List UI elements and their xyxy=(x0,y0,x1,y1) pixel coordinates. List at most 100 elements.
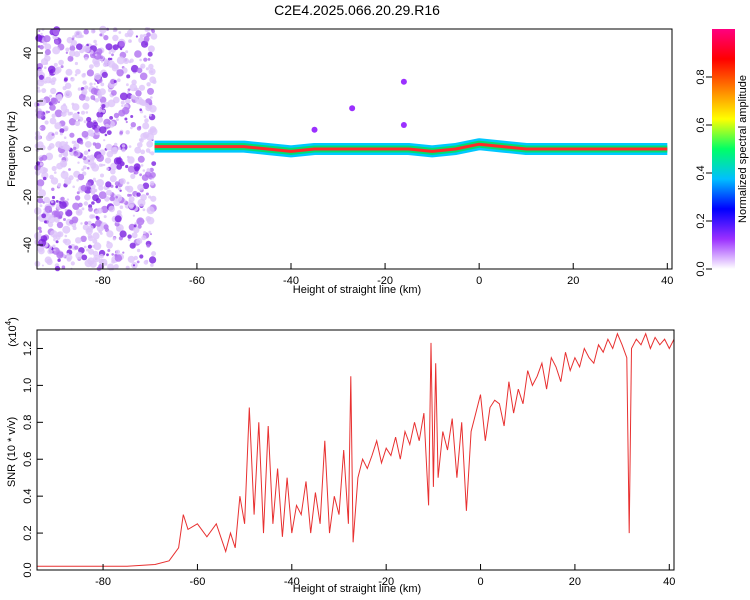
signal-band-core xyxy=(154,142,668,153)
noise-speckle xyxy=(112,237,117,241)
noise-speckle xyxy=(57,231,64,238)
noise-speckle xyxy=(82,102,90,110)
noise-speckle xyxy=(93,39,97,44)
noise-speckle xyxy=(94,127,100,133)
noise-speckle xyxy=(138,125,142,129)
noise-speckle xyxy=(42,176,47,181)
noise-speckle xyxy=(98,191,107,200)
noise-speckle xyxy=(126,155,130,159)
noise-speckle xyxy=(56,221,64,229)
noise-speckle xyxy=(130,115,134,118)
noise-speckle xyxy=(68,118,77,126)
noise-speckle xyxy=(150,263,154,267)
noise-speckle xyxy=(81,89,88,95)
noise-speckle xyxy=(60,65,64,69)
noise-speckle xyxy=(145,67,149,71)
noise-speckle xyxy=(77,211,80,214)
noise-speckle xyxy=(58,59,64,66)
spectrogram-point xyxy=(311,126,318,133)
noise-speckle xyxy=(119,205,124,209)
noise-speckle xyxy=(51,97,58,105)
noise-speckle xyxy=(111,53,114,57)
noise-speckle xyxy=(75,237,82,244)
noise-speckle xyxy=(104,157,112,164)
noise-speckle xyxy=(57,258,61,262)
y-tick-label: 0 xyxy=(22,146,34,152)
noise-speckle xyxy=(136,238,143,245)
noise-speckle xyxy=(126,185,134,193)
noise-speckle xyxy=(98,108,103,113)
noise-speckle xyxy=(99,253,104,259)
noise-speckle xyxy=(95,219,102,227)
noise-speckle xyxy=(125,98,131,105)
noise-speckle xyxy=(112,27,118,33)
noise-speckle xyxy=(87,149,91,152)
y-tick-label: 0.4 xyxy=(22,489,34,504)
noise-speckle xyxy=(69,45,76,52)
noise-speckle xyxy=(137,224,142,229)
noise-speckle xyxy=(50,87,57,95)
noise-speckle xyxy=(92,244,96,248)
noise-speckle xyxy=(72,226,77,231)
noise-speckle xyxy=(66,91,70,95)
noise-speckle xyxy=(58,153,63,158)
noise-speckle xyxy=(135,35,138,38)
noise-speckle xyxy=(146,243,151,248)
noise-speckle xyxy=(47,110,51,114)
noise-speckle xyxy=(45,152,54,161)
noise-speckle xyxy=(147,58,151,61)
noise-speckle xyxy=(83,150,89,156)
noise-speckle xyxy=(139,173,143,177)
noise-speckle xyxy=(150,106,153,109)
noise-speckle xyxy=(125,164,129,169)
noise-speckle xyxy=(88,207,93,212)
noise-speckle xyxy=(52,28,60,36)
noise-speckle xyxy=(115,249,121,254)
noise-speckle xyxy=(110,79,116,85)
noise-speckle xyxy=(65,68,73,76)
noise-speckle xyxy=(67,55,74,62)
noise-speckle xyxy=(103,118,111,127)
noise-speckle xyxy=(63,218,66,221)
noise-speckle xyxy=(49,117,57,125)
spectrogram-y-ticks: -40 -20 0 20 40 xyxy=(22,47,43,253)
noise-speckle xyxy=(88,159,91,162)
spectrogram-x-ticks: -80 -60 -40 -20 0 20 40 xyxy=(95,263,673,287)
noise-speckle xyxy=(93,60,101,68)
noise-speckle xyxy=(39,230,43,233)
noise-speckle xyxy=(55,240,59,244)
noise-speckle xyxy=(92,238,98,244)
noise-speckle xyxy=(99,25,107,34)
noise-speckle xyxy=(70,77,75,82)
noise-speckle xyxy=(150,96,153,99)
noise-speckle xyxy=(98,258,104,264)
noise-speckle xyxy=(134,146,142,154)
noise-speckle xyxy=(130,126,133,130)
noise-speckle xyxy=(91,190,95,195)
noise-speckle xyxy=(133,224,137,228)
noise-speckle xyxy=(128,145,132,148)
noise-speckle xyxy=(151,29,155,33)
noise-speckle xyxy=(117,78,121,82)
noise-speckle xyxy=(94,98,100,103)
noise-speckle xyxy=(47,249,53,255)
noise-speckle xyxy=(136,87,139,91)
noise-speckle xyxy=(85,227,93,235)
noise-speckle xyxy=(91,201,95,205)
noise-speckle xyxy=(101,60,104,63)
noise-speckle xyxy=(104,133,108,137)
noise-speckle xyxy=(39,45,44,50)
noise-speckle xyxy=(59,201,67,209)
noise-speckle xyxy=(136,260,140,264)
noise-speckle xyxy=(39,166,47,174)
noise-speckle xyxy=(112,147,116,151)
noise-speckle xyxy=(59,128,65,134)
noise-speckle xyxy=(97,95,102,99)
noise-speckle xyxy=(96,111,104,118)
noise-speckle xyxy=(84,85,89,90)
noise-speckle xyxy=(39,157,44,162)
noise-speckle xyxy=(38,189,46,198)
noise-speckle xyxy=(139,58,142,62)
noise-speckle xyxy=(116,226,122,232)
